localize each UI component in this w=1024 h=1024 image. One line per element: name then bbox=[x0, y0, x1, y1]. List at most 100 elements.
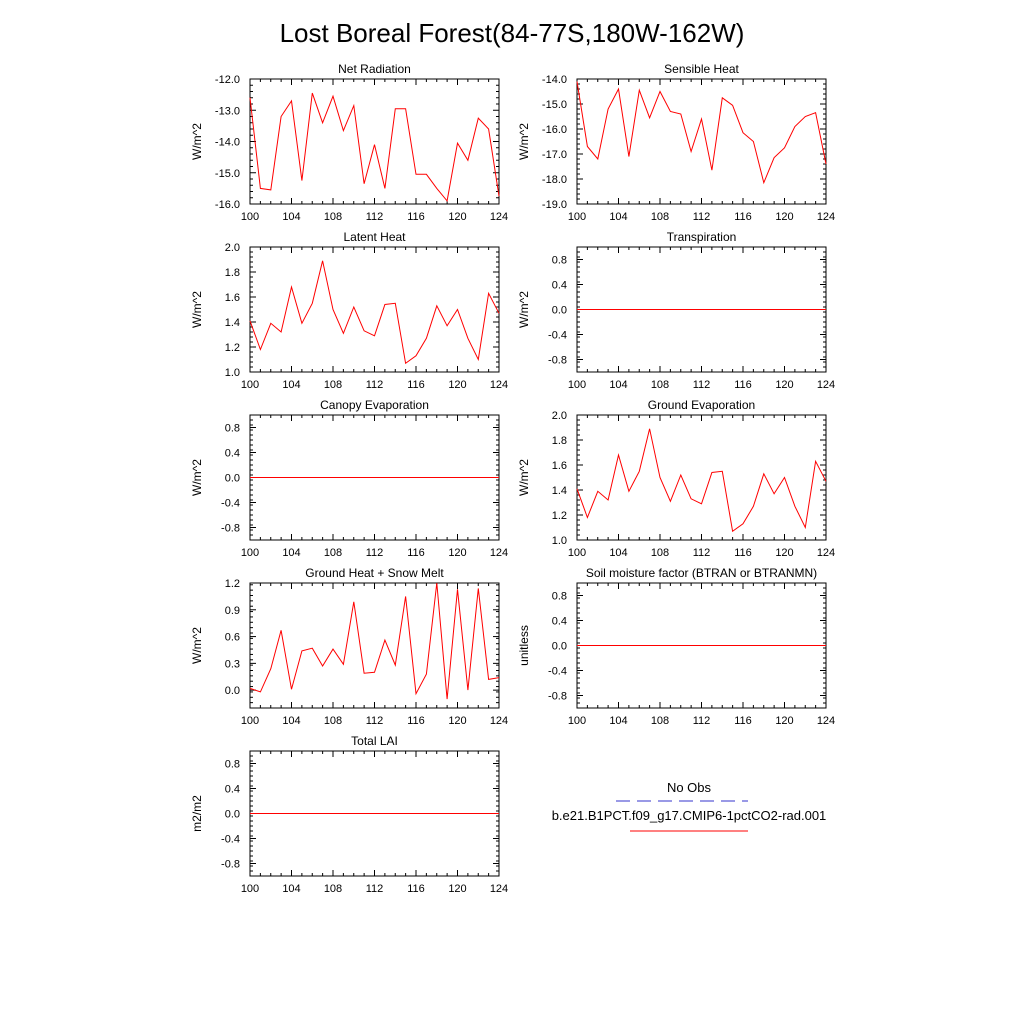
x-tick-label: 108 bbox=[324, 883, 342, 895]
y-axis-label: W/m^2 bbox=[190, 291, 204, 328]
y-tick-label: 1.2 bbox=[552, 510, 567, 522]
x-tick-label: 116 bbox=[734, 547, 752, 559]
x-tick-label: 104 bbox=[282, 883, 300, 895]
x-tick-label: 124 bbox=[817, 379, 835, 391]
x-tick-label: 124 bbox=[490, 211, 508, 223]
y-tick-label: -13.0 bbox=[215, 105, 240, 117]
y-tick-label: 0.4 bbox=[225, 448, 240, 460]
y-tick-label: -15.0 bbox=[542, 99, 567, 111]
y-tick-label: -0.8 bbox=[548, 355, 567, 367]
series-line bbox=[576, 81, 827, 185]
x-tick-label: 100 bbox=[568, 547, 586, 559]
y-tick-label: 0.8 bbox=[552, 255, 567, 267]
y-tick-label: 0.0 bbox=[225, 809, 240, 821]
y-tick-label: 0.4 bbox=[552, 280, 567, 292]
panel-1: Net Radiation W/m^2 100 104 108 112 116 120 124 -… bbox=[190, 62, 508, 223]
x-tick-label: 124 bbox=[817, 715, 835, 727]
y-axis-label: W/m^2 bbox=[517, 291, 531, 328]
x-tick-label: 108 bbox=[324, 715, 342, 727]
x-tick-label: 112 bbox=[366, 547, 384, 559]
y-tick-label: 1.2 bbox=[225, 342, 240, 354]
x-tick-label: 124 bbox=[490, 715, 508, 727]
y-tick-label: -0.8 bbox=[548, 691, 567, 703]
figure-title: Lost Boreal Forest(84-77S,180W-162W) bbox=[280, 18, 745, 48]
x-tick-label: 120 bbox=[448, 715, 466, 727]
panel-2: Sensible Heat W/m^2 100 104 108 112 116 120 124 -… bbox=[517, 62, 835, 223]
x-tick-label: 100 bbox=[241, 211, 259, 223]
panel-5: Canopy Evaporation W/m^2 100 104 108 112 116 12… bbox=[190, 398, 508, 559]
x-tick-label: 100 bbox=[241, 379, 259, 391]
y-tick-label: 2.0 bbox=[552, 410, 567, 422]
y-tick-label: 1.8 bbox=[552, 435, 567, 447]
x-tick-label: 104 bbox=[282, 715, 300, 727]
y-tick-label: -0.4 bbox=[548, 666, 567, 678]
x-tick-label: 120 bbox=[448, 379, 466, 391]
plot-frame bbox=[249, 78, 500, 205]
panel-3: Latent Heat W/m^2 100 104 108 112 116 120 124 1.0… bbox=[190, 230, 508, 391]
plot-frame bbox=[249, 246, 500, 373]
y-tick-label: 0.8 bbox=[552, 591, 567, 603]
series-line bbox=[249, 92, 500, 203]
y-tick-label: 0.0 bbox=[225, 685, 240, 697]
y-tick-label: -0.4 bbox=[221, 498, 240, 510]
y-tick-label: -19.0 bbox=[542, 199, 567, 211]
x-tick-label: 112 bbox=[693, 715, 711, 727]
x-tick-label: 116 bbox=[407, 547, 425, 559]
y-axis-label: W/m^2 bbox=[517, 459, 531, 496]
x-tick-label: 124 bbox=[490, 547, 508, 559]
y-tick-label: -16.0 bbox=[542, 124, 567, 136]
panel-title: Latent Heat bbox=[343, 230, 406, 244]
x-tick-label: 120 bbox=[448, 547, 466, 559]
x-tick-label: 100 bbox=[241, 715, 259, 727]
panel-title: Ground Evaporation bbox=[648, 398, 755, 412]
x-tick-label: 100 bbox=[568, 211, 586, 223]
x-tick-label: 108 bbox=[651, 715, 669, 727]
legend-obs-label: No Obs bbox=[667, 780, 712, 795]
y-tick-label: 1.2 bbox=[225, 578, 240, 590]
panel-title: Sensible Heat bbox=[664, 62, 739, 76]
y-tick-label: 0.9 bbox=[225, 605, 240, 617]
panel-title: Transpiration bbox=[667, 230, 737, 244]
y-tick-label: 0.0 bbox=[552, 641, 567, 653]
panel-9: Total LAI m2/m2 100 104 108 112 116 120 124 -0.8 -… bbox=[190, 734, 508, 895]
x-tick-label: 124 bbox=[490, 379, 508, 391]
x-tick-label: 100 bbox=[241, 883, 259, 895]
y-tick-label: 1.6 bbox=[225, 292, 240, 304]
x-tick-label: 112 bbox=[366, 379, 384, 391]
x-tick-label: 108 bbox=[324, 547, 342, 559]
x-tick-label: 112 bbox=[366, 211, 384, 223]
x-tick-label: 104 bbox=[609, 211, 627, 223]
x-tick-label: 120 bbox=[775, 379, 793, 391]
panel-4: Transpiration W/m^2 100 104 108 112 116 120 124 -… bbox=[517, 230, 835, 391]
x-tick-label: 124 bbox=[817, 547, 835, 559]
x-tick-label: 108 bbox=[651, 547, 669, 559]
x-tick-label: 104 bbox=[609, 715, 627, 727]
panel-title: Net Radiation bbox=[338, 62, 411, 76]
y-tick-label: 1.0 bbox=[552, 535, 567, 547]
x-tick-label: 116 bbox=[407, 715, 425, 727]
y-tick-label: 1.4 bbox=[225, 317, 240, 329]
y-tick-label: -16.0 bbox=[215, 199, 240, 211]
y-axis-label: W/m^2 bbox=[517, 123, 531, 160]
x-tick-label: 112 bbox=[693, 379, 711, 391]
x-tick-label: 112 bbox=[366, 883, 384, 895]
x-tick-label: 112 bbox=[693, 547, 711, 559]
panel-title: Soil moisture factor (BTRAN or BTRANMN) bbox=[586, 566, 817, 580]
x-tick-label: 120 bbox=[775, 211, 793, 223]
y-tick-label: 0.3 bbox=[225, 658, 240, 670]
y-tick-label: 0.6 bbox=[225, 632, 240, 644]
x-tick-label: 104 bbox=[282, 547, 300, 559]
y-axis-label: m2/m2 bbox=[190, 795, 204, 832]
panels: Net Radiation W/m^2 100 104 108 112 116 120 124 -… bbox=[190, 62, 835, 895]
y-tick-label: 0.4 bbox=[552, 616, 567, 628]
series-line bbox=[249, 260, 500, 365]
y-tick-label: 1.6 bbox=[552, 460, 567, 472]
y-tick-label: 1.8 bbox=[225, 267, 240, 279]
panel-title: Total LAI bbox=[351, 734, 398, 748]
y-tick-label: -14.0 bbox=[542, 74, 567, 86]
x-tick-label: 120 bbox=[448, 211, 466, 223]
y-tick-label: -0.8 bbox=[221, 523, 240, 535]
y-tick-label: -12.0 bbox=[215, 74, 240, 86]
x-tick-label: 124 bbox=[490, 883, 508, 895]
